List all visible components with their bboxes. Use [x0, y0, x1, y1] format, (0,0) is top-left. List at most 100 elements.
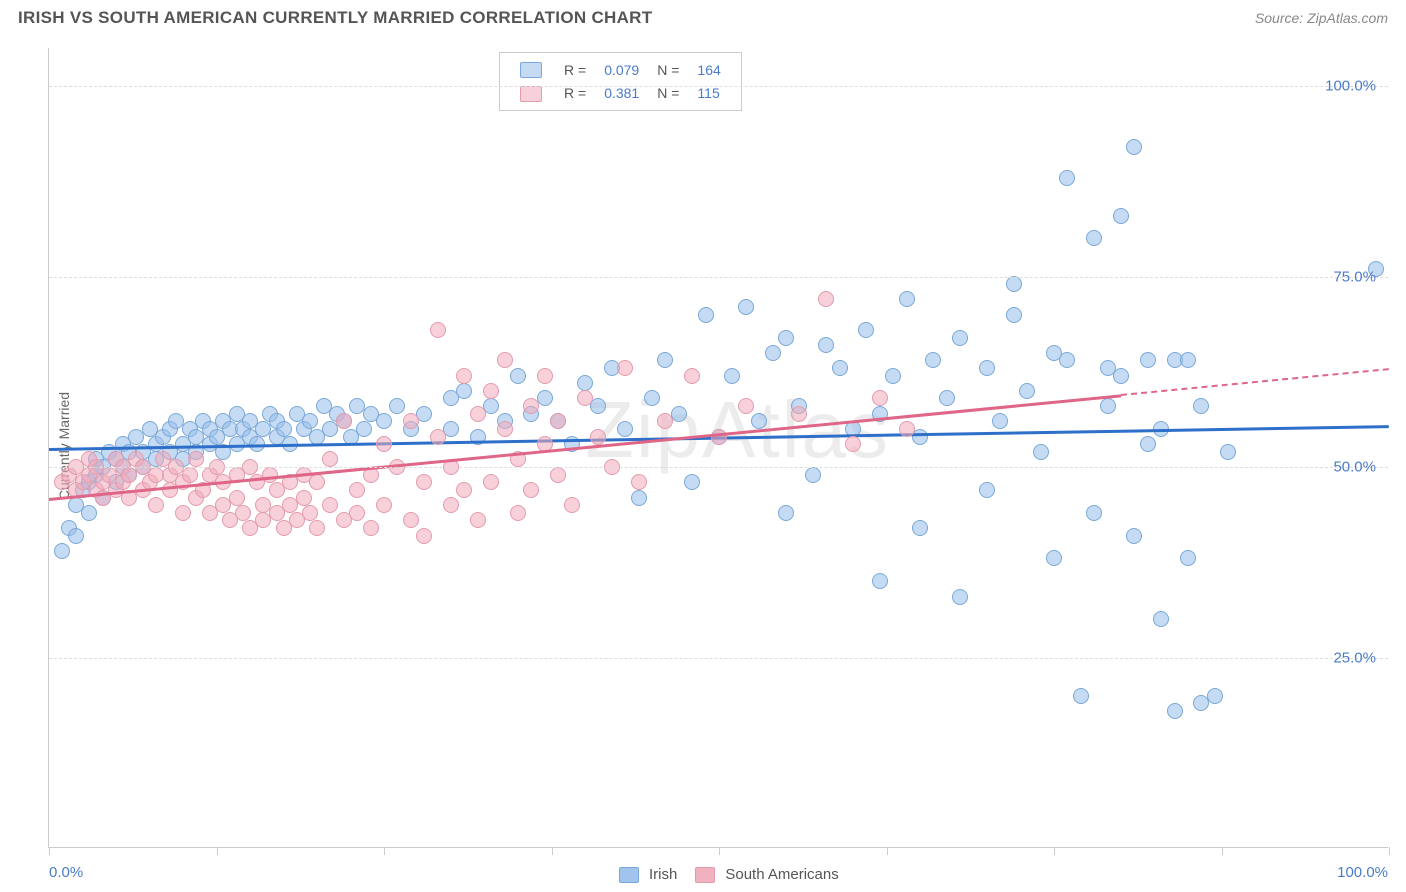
- scatter-point: [523, 398, 539, 414]
- scatter-point: [564, 497, 580, 513]
- x-axis-min-label: 0.0%: [49, 864, 83, 881]
- scatter-point: [175, 505, 191, 521]
- scatter-point: [456, 368, 472, 384]
- scatter-point: [309, 474, 325, 490]
- legend-n-label: N =: [649, 59, 687, 80]
- x-tick: [217, 847, 218, 855]
- scatter-point: [751, 413, 767, 429]
- scatter-point: [1006, 276, 1022, 292]
- x-tick: [1389, 847, 1390, 855]
- scatter-point: [276, 421, 292, 437]
- scatter-point: [309, 520, 325, 536]
- scatter-point: [657, 352, 673, 368]
- chart-plot-area: ZipAtlas R =0.079N =164R =0.381N =115 Ir…: [48, 48, 1388, 848]
- legend-swatch: [520, 62, 542, 78]
- correlation-legend: R =0.079N =164R =0.381N =115: [499, 52, 742, 111]
- x-tick: [719, 847, 720, 855]
- scatter-point: [356, 421, 372, 437]
- scatter-point: [403, 512, 419, 528]
- scatter-point: [229, 490, 245, 506]
- scatter-point: [430, 429, 446, 445]
- x-axis-max-label: 100.0%: [1337, 864, 1388, 881]
- y-tick-label: 75.0%: [1333, 268, 1376, 285]
- chart-source: Source: ZipAtlas.com: [1255, 10, 1388, 26]
- scatter-point: [657, 413, 673, 429]
- legend-item: South Americans: [695, 866, 838, 883]
- scatter-point: [322, 497, 338, 513]
- scatter-point: [296, 490, 312, 506]
- scatter-point: [510, 368, 526, 384]
- scatter-point: [1073, 688, 1089, 704]
- scatter-point: [349, 482, 365, 498]
- series-legend: Irish South Americans: [619, 866, 839, 883]
- scatter-point: [1180, 352, 1196, 368]
- scatter-point: [644, 390, 660, 406]
- legend-n-value: 164: [689, 59, 728, 80]
- scatter-point: [832, 360, 848, 376]
- scatter-point: [1180, 550, 1196, 566]
- scatter-point: [376, 413, 392, 429]
- scatter-point: [899, 421, 915, 437]
- legend-series-label: South Americans: [725, 866, 838, 883]
- legend-series-label: Irish: [649, 866, 677, 883]
- legend-swatch: [619, 867, 639, 883]
- scatter-point: [1059, 170, 1075, 186]
- scatter-point: [912, 520, 928, 536]
- scatter-point: [952, 589, 968, 605]
- scatter-point: [925, 352, 941, 368]
- scatter-point: [1113, 208, 1129, 224]
- scatter-point: [617, 421, 633, 437]
- scatter-point: [1033, 444, 1049, 460]
- x-tick: [49, 847, 50, 855]
- scatter-point: [550, 413, 566, 429]
- scatter-point: [1086, 505, 1102, 521]
- scatter-point: [322, 451, 338, 467]
- scatter-point: [818, 337, 834, 353]
- scatter-point: [979, 360, 995, 376]
- scatter-point: [376, 497, 392, 513]
- scatter-point: [765, 345, 781, 361]
- scatter-point: [818, 291, 834, 307]
- legend-item: Irish: [619, 866, 677, 883]
- scatter-point: [631, 490, 647, 506]
- scatter-layer: [49, 48, 1388, 847]
- scatter-point: [470, 512, 486, 528]
- scatter-point: [778, 330, 794, 346]
- scatter-point: [617, 360, 633, 376]
- scatter-point: [497, 421, 513, 437]
- y-tick-label: 100.0%: [1325, 78, 1376, 95]
- scatter-point: [403, 413, 419, 429]
- scatter-point: [537, 368, 553, 384]
- scatter-point: [724, 368, 740, 384]
- scatter-point: [443, 497, 459, 513]
- legend-swatch: [520, 86, 542, 102]
- scatter-point: [1140, 436, 1156, 452]
- scatter-point: [1126, 139, 1142, 155]
- scatter-point: [1140, 352, 1156, 368]
- scatter-point: [68, 528, 84, 544]
- y-tick-label: 50.0%: [1333, 459, 1376, 476]
- scatter-point: [684, 368, 700, 384]
- scatter-point: [992, 413, 1008, 429]
- scatter-point: [550, 467, 566, 483]
- scatter-point: [1126, 528, 1142, 544]
- scatter-point: [631, 474, 647, 490]
- scatter-point: [872, 390, 888, 406]
- scatter-point: [483, 474, 499, 490]
- chart-title: IRISH VS SOUTH AMERICAN CURRENTLY MARRIE…: [18, 8, 652, 28]
- scatter-point: [778, 505, 794, 521]
- scatter-point: [738, 299, 754, 315]
- scatter-point: [349, 505, 365, 521]
- legend-swatch: [695, 867, 715, 883]
- scatter-point: [416, 474, 432, 490]
- x-tick: [384, 847, 385, 855]
- legend-r-value: 0.079: [596, 59, 647, 80]
- scatter-point: [1167, 703, 1183, 719]
- scatter-point: [389, 398, 405, 414]
- scatter-point: [1207, 688, 1223, 704]
- x-tick: [1054, 847, 1055, 855]
- scatter-point: [1046, 550, 1062, 566]
- scatter-point: [939, 390, 955, 406]
- scatter-point: [336, 413, 352, 429]
- scatter-point: [979, 482, 995, 498]
